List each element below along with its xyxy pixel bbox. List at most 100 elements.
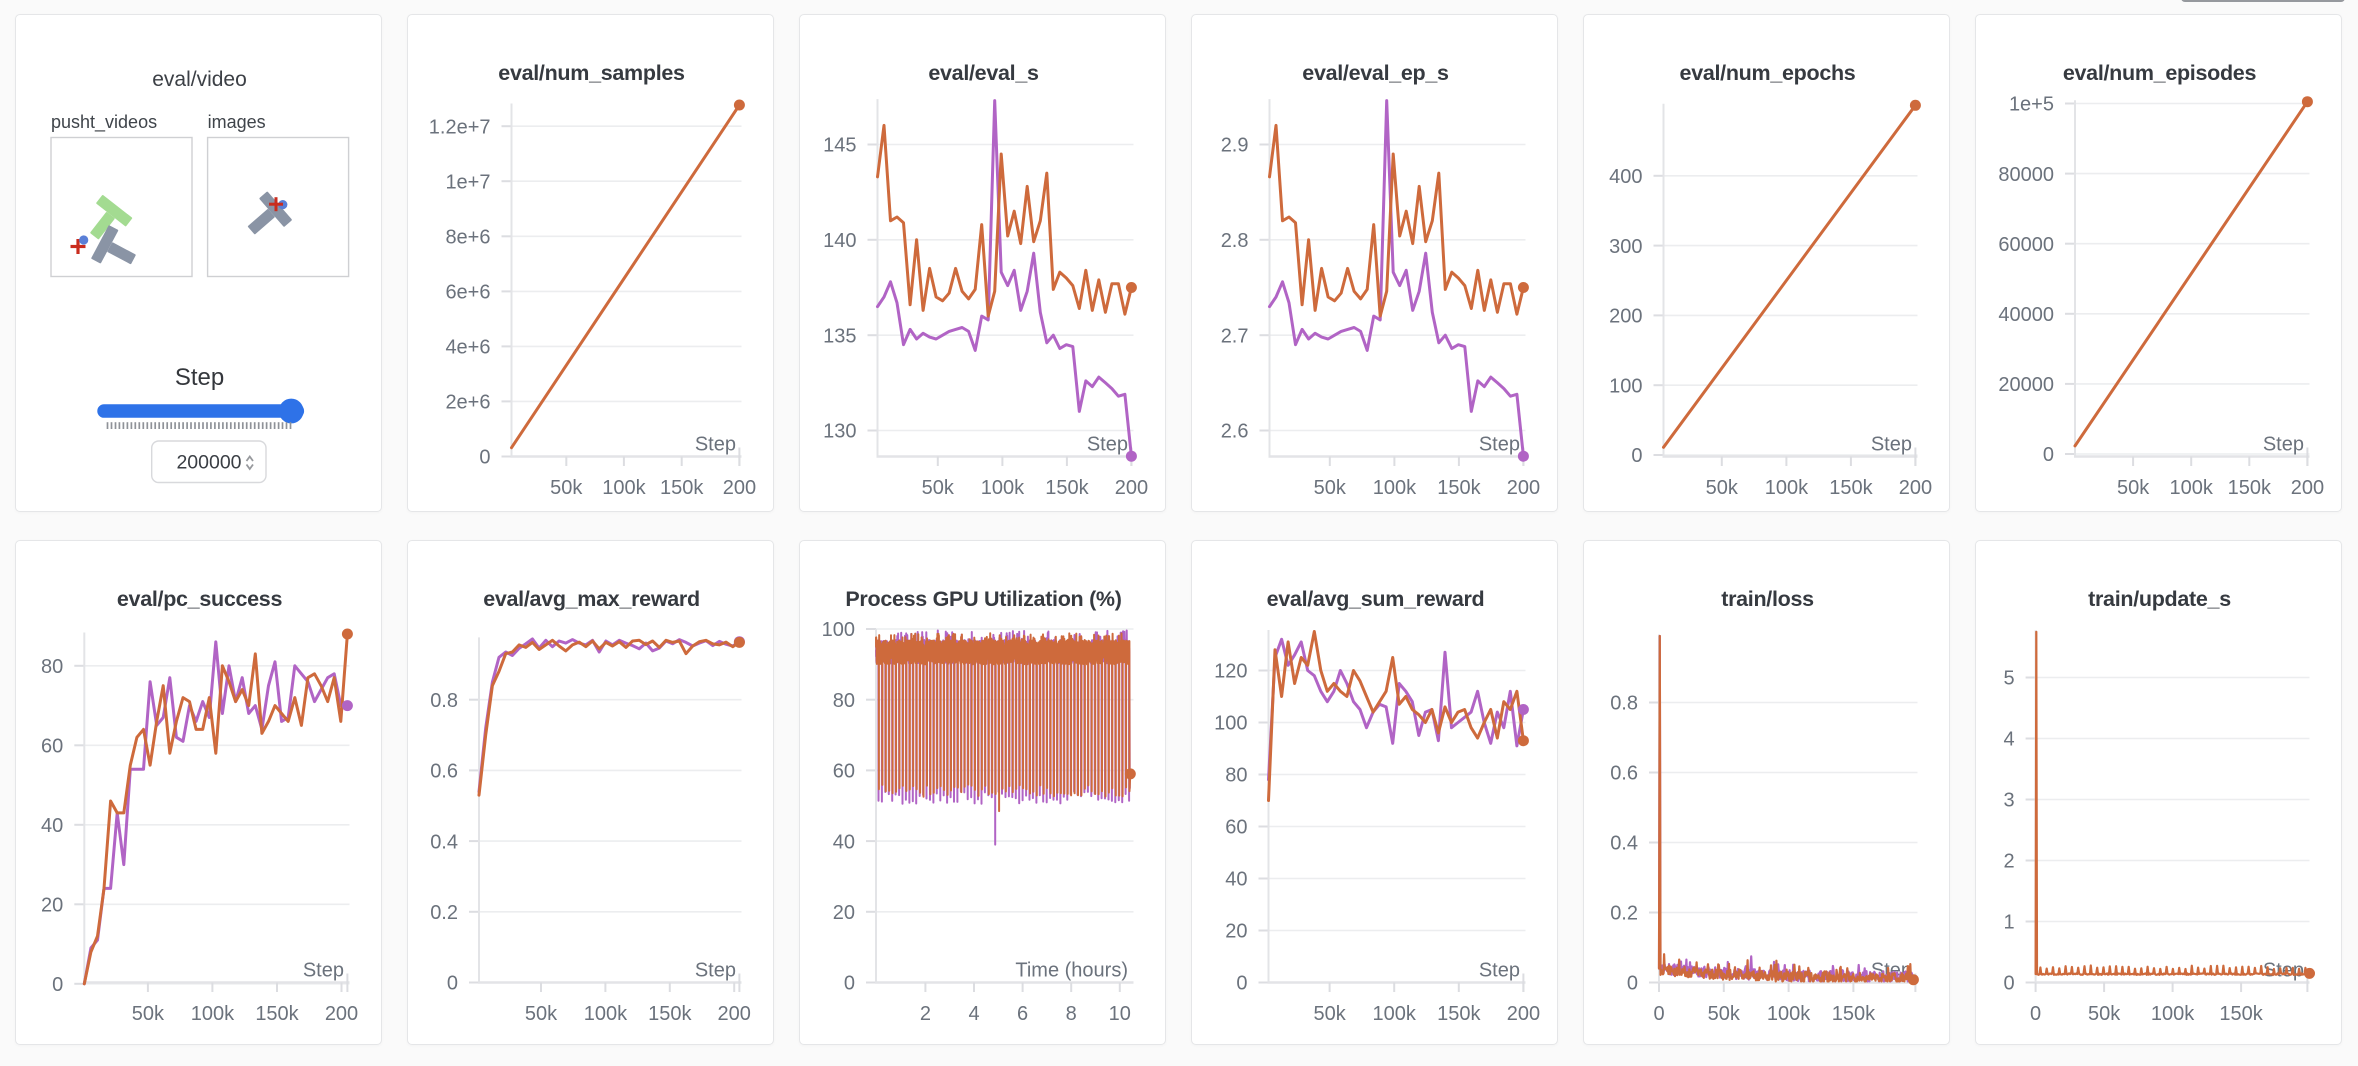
svg-text:eval/num_samples: eval/num_samples	[498, 61, 685, 85]
svg-text:200000: 200000	[176, 452, 241, 474]
svg-text:0: 0	[2030, 1003, 2041, 1025]
svg-text:1e+7: 1e+7	[445, 171, 490, 193]
svg-text:100: 100	[1609, 375, 1642, 397]
svg-text:100: 100	[822, 619, 855, 641]
svg-text:150k: 150k	[1832, 1003, 1876, 1025]
svg-text:pusht_videos: pusht_videos	[51, 112, 157, 133]
svg-text:0: 0	[1627, 973, 1638, 995]
svg-text:6: 6	[1017, 1003, 1028, 1025]
svg-text:20: 20	[833, 902, 855, 924]
svg-text:50k: 50k	[1314, 477, 1347, 499]
svg-text:Process GPU Utilization (%): Process GPU Utilization (%)	[845, 587, 1121, 611]
svg-text:100k: 100k	[1373, 477, 1417, 499]
svg-text:80: 80	[41, 656, 63, 678]
svg-text:135: 135	[823, 325, 856, 347]
svg-text:1: 1	[2003, 912, 2014, 934]
svg-text:80000: 80000	[1998, 164, 2054, 186]
svg-text:eval/num_episodes: eval/num_episodes	[2063, 61, 2257, 85]
svg-text:200: 200	[1609, 306, 1642, 328]
svg-text:40: 40	[1225, 869, 1247, 891]
svg-text:0: 0	[1653, 1003, 1664, 1025]
svg-text:0: 0	[1631, 445, 1642, 467]
svg-text:80: 80	[1225, 765, 1247, 787]
svg-text:50k: 50k	[1708, 1003, 1741, 1025]
svg-text:2.8: 2.8	[1221, 230, 1249, 252]
svg-text:eval/num_epochs: eval/num_epochs	[1680, 61, 1856, 85]
svg-text:20000: 20000	[1998, 374, 2054, 396]
svg-text:6e+6: 6e+6	[445, 282, 490, 304]
svg-text:Step: Step	[695, 434, 736, 456]
svg-text:40: 40	[833, 831, 855, 853]
svg-text:50k: 50k	[2117, 477, 2150, 499]
svg-text:200: 200	[2291, 477, 2324, 499]
svg-text:0.6: 0.6	[430, 761, 458, 783]
svg-text:130: 130	[823, 421, 856, 443]
svg-text:120: 120	[1214, 661, 1247, 683]
svg-text:0: 0	[1236, 973, 1247, 995]
svg-text:80: 80	[833, 690, 855, 712]
svg-text:Step: Step	[303, 960, 344, 982]
svg-text:150k: 150k	[1045, 477, 1089, 499]
svg-text:8e+6: 8e+6	[445, 227, 490, 249]
svg-text:200: 200	[1507, 477, 1540, 499]
svg-text:eval/video: eval/video	[152, 68, 247, 91]
svg-text:eval/avg_max_reward: eval/avg_max_reward	[483, 587, 700, 611]
svg-text:300: 300	[1609, 236, 1642, 258]
svg-text:200: 200	[718, 1003, 751, 1025]
svg-text:5: 5	[2003, 668, 2014, 690]
svg-text:Step: Step	[695, 960, 736, 982]
svg-text:60000: 60000	[1998, 234, 2054, 256]
svg-text:50k: 50k	[525, 1003, 558, 1025]
svg-text:0.8: 0.8	[430, 690, 458, 712]
svg-text:3: 3	[2003, 790, 2014, 812]
svg-text:145: 145	[823, 135, 856, 157]
svg-text:0: 0	[447, 973, 458, 995]
svg-text:60: 60	[1225, 817, 1247, 839]
svg-text:100k: 100k	[981, 477, 1025, 499]
svg-text:100k: 100k	[2151, 1003, 2195, 1025]
svg-text:50k: 50k	[1706, 477, 1739, 499]
svg-text:8: 8	[1066, 1003, 1077, 1025]
svg-text:200: 200	[1115, 477, 1148, 499]
svg-text:150k: 150k	[1437, 477, 1481, 499]
svg-text:200: 200	[723, 477, 756, 499]
svg-text:200: 200	[325, 1003, 358, 1025]
svg-text:Step: Step	[1087, 434, 1128, 456]
svg-text:0: 0	[479, 447, 490, 469]
svg-text:20: 20	[41, 895, 63, 917]
svg-text:150k: 150k	[1437, 1003, 1481, 1025]
svg-text:100: 100	[1214, 713, 1247, 735]
svg-text:200: 200	[1507, 1003, 1540, 1025]
svg-text:20: 20	[1225, 921, 1247, 943]
svg-text:400: 400	[1609, 166, 1642, 188]
svg-text:150k: 150k	[255, 1003, 299, 1025]
svg-text:40000: 40000	[1998, 304, 2054, 326]
svg-text:50k: 50k	[1313, 1003, 1346, 1025]
svg-text:150k: 150k	[1829, 477, 1873, 499]
svg-text:0.8: 0.8	[1610, 693, 1638, 715]
svg-text:4e+6: 4e+6	[445, 337, 490, 359]
svg-text:train/loss: train/loss	[1721, 587, 1814, 611]
svg-text:200: 200	[1899, 477, 1932, 499]
svg-text:2.9: 2.9	[1221, 135, 1249, 157]
svg-text:2.7: 2.7	[1221, 325, 1249, 347]
svg-text:eval/eval_s: eval/eval_s	[928, 61, 1039, 85]
svg-text:50k: 50k	[2088, 1003, 2121, 1025]
svg-text:150k: 150k	[2219, 1003, 2263, 1025]
svg-text:150k: 150k	[2228, 477, 2272, 499]
svg-text:0.2: 0.2	[1610, 903, 1638, 925]
svg-text:Step: Step	[1871, 434, 1912, 456]
svg-text:100k: 100k	[1765, 477, 1809, 499]
svg-text:eval/avg_sum_reward: eval/avg_sum_reward	[1267, 587, 1485, 611]
svg-text:0: 0	[2043, 444, 2054, 466]
svg-text:2.6: 2.6	[1221, 421, 1249, 443]
svg-text:100k: 100k	[602, 477, 646, 499]
svg-text:40: 40	[41, 815, 63, 837]
svg-text:60: 60	[833, 761, 855, 783]
svg-text:0.2: 0.2	[430, 902, 458, 924]
svg-text:100k: 100k	[1767, 1003, 1811, 1025]
svg-text:140: 140	[823, 230, 856, 252]
svg-text:2: 2	[920, 1003, 931, 1025]
svg-text:train/update_s: train/update_s	[2088, 587, 2231, 611]
svg-text:eval/pc_success: eval/pc_success	[117, 587, 283, 611]
